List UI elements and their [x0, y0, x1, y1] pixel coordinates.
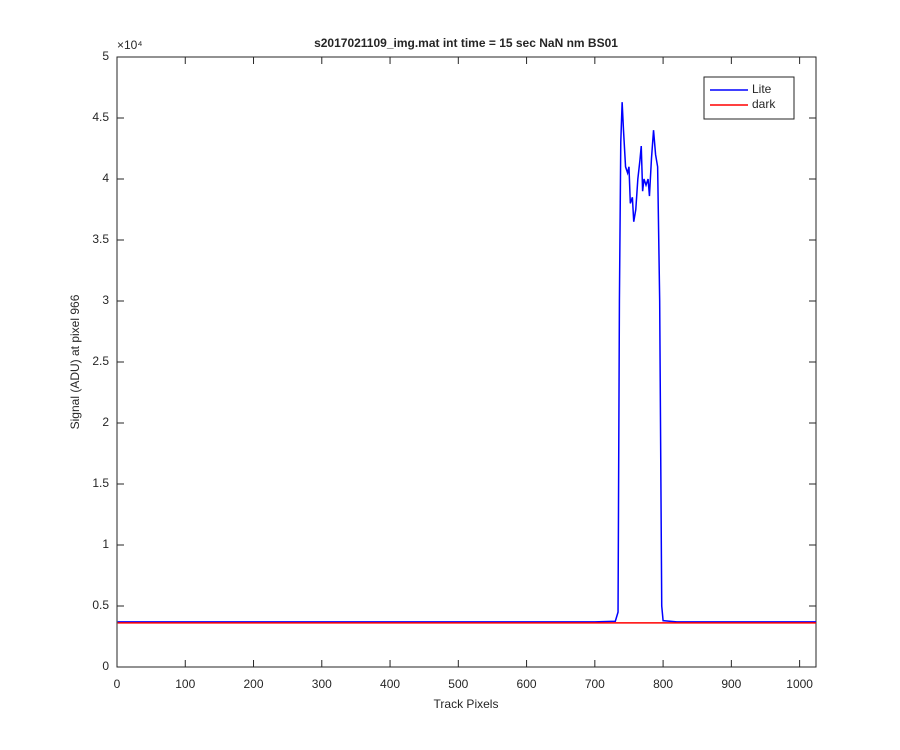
x-tick-label: 300	[312, 677, 332, 691]
y-tick-label: 5	[102, 49, 109, 63]
x-tick-label: 600	[517, 677, 537, 691]
x-tick-label: 400	[380, 677, 400, 691]
legend-label: dark	[752, 97, 776, 111]
chart-title: s2017021109_img.mat int time = 15 sec Na…	[314, 36, 618, 50]
y-tick-label: 4	[102, 171, 109, 185]
series-line	[117, 102, 816, 623]
x-tick-label: 500	[448, 677, 468, 691]
y-multiplier: ×10⁴	[117, 38, 143, 52]
legend-box	[703, 76, 795, 120]
y-tick-label: 3	[102, 293, 109, 307]
x-tick-label: 1000	[786, 677, 813, 691]
y-tick-label: 0	[102, 659, 109, 673]
y-tick-label: 3.5	[92, 232, 109, 246]
y-axis-label: Signal (ADU) at pixel 966	[68, 294, 82, 429]
y-tick-label: 1	[102, 537, 109, 551]
y-tick-label: 4.5	[92, 110, 109, 124]
x-tick-label: 900	[721, 677, 741, 691]
x-tick-label: 700	[585, 677, 605, 691]
y-tick-label: 1.5	[92, 476, 109, 490]
legend-label: Lite	[752, 82, 772, 96]
y-tick-label: 0.5	[92, 598, 109, 612]
x-axis-label: Track Pixels	[434, 697, 499, 711]
x-tick-label: 0	[114, 677, 121, 691]
x-tick-label: 800	[653, 677, 673, 691]
y-tick-label: 2.5	[92, 354, 109, 368]
y-tick-label: 2	[102, 415, 109, 429]
x-tick-label: 100	[175, 677, 195, 691]
x-tick-label: 200	[244, 677, 264, 691]
